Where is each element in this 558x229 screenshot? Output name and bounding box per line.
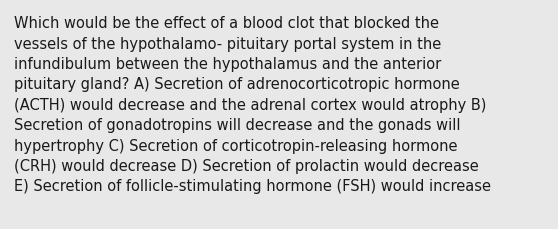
Text: Which would be the effect of a blood clot that blocked the
vessels of the hypoth: Which would be the effect of a blood clo… bbox=[14, 16, 491, 194]
